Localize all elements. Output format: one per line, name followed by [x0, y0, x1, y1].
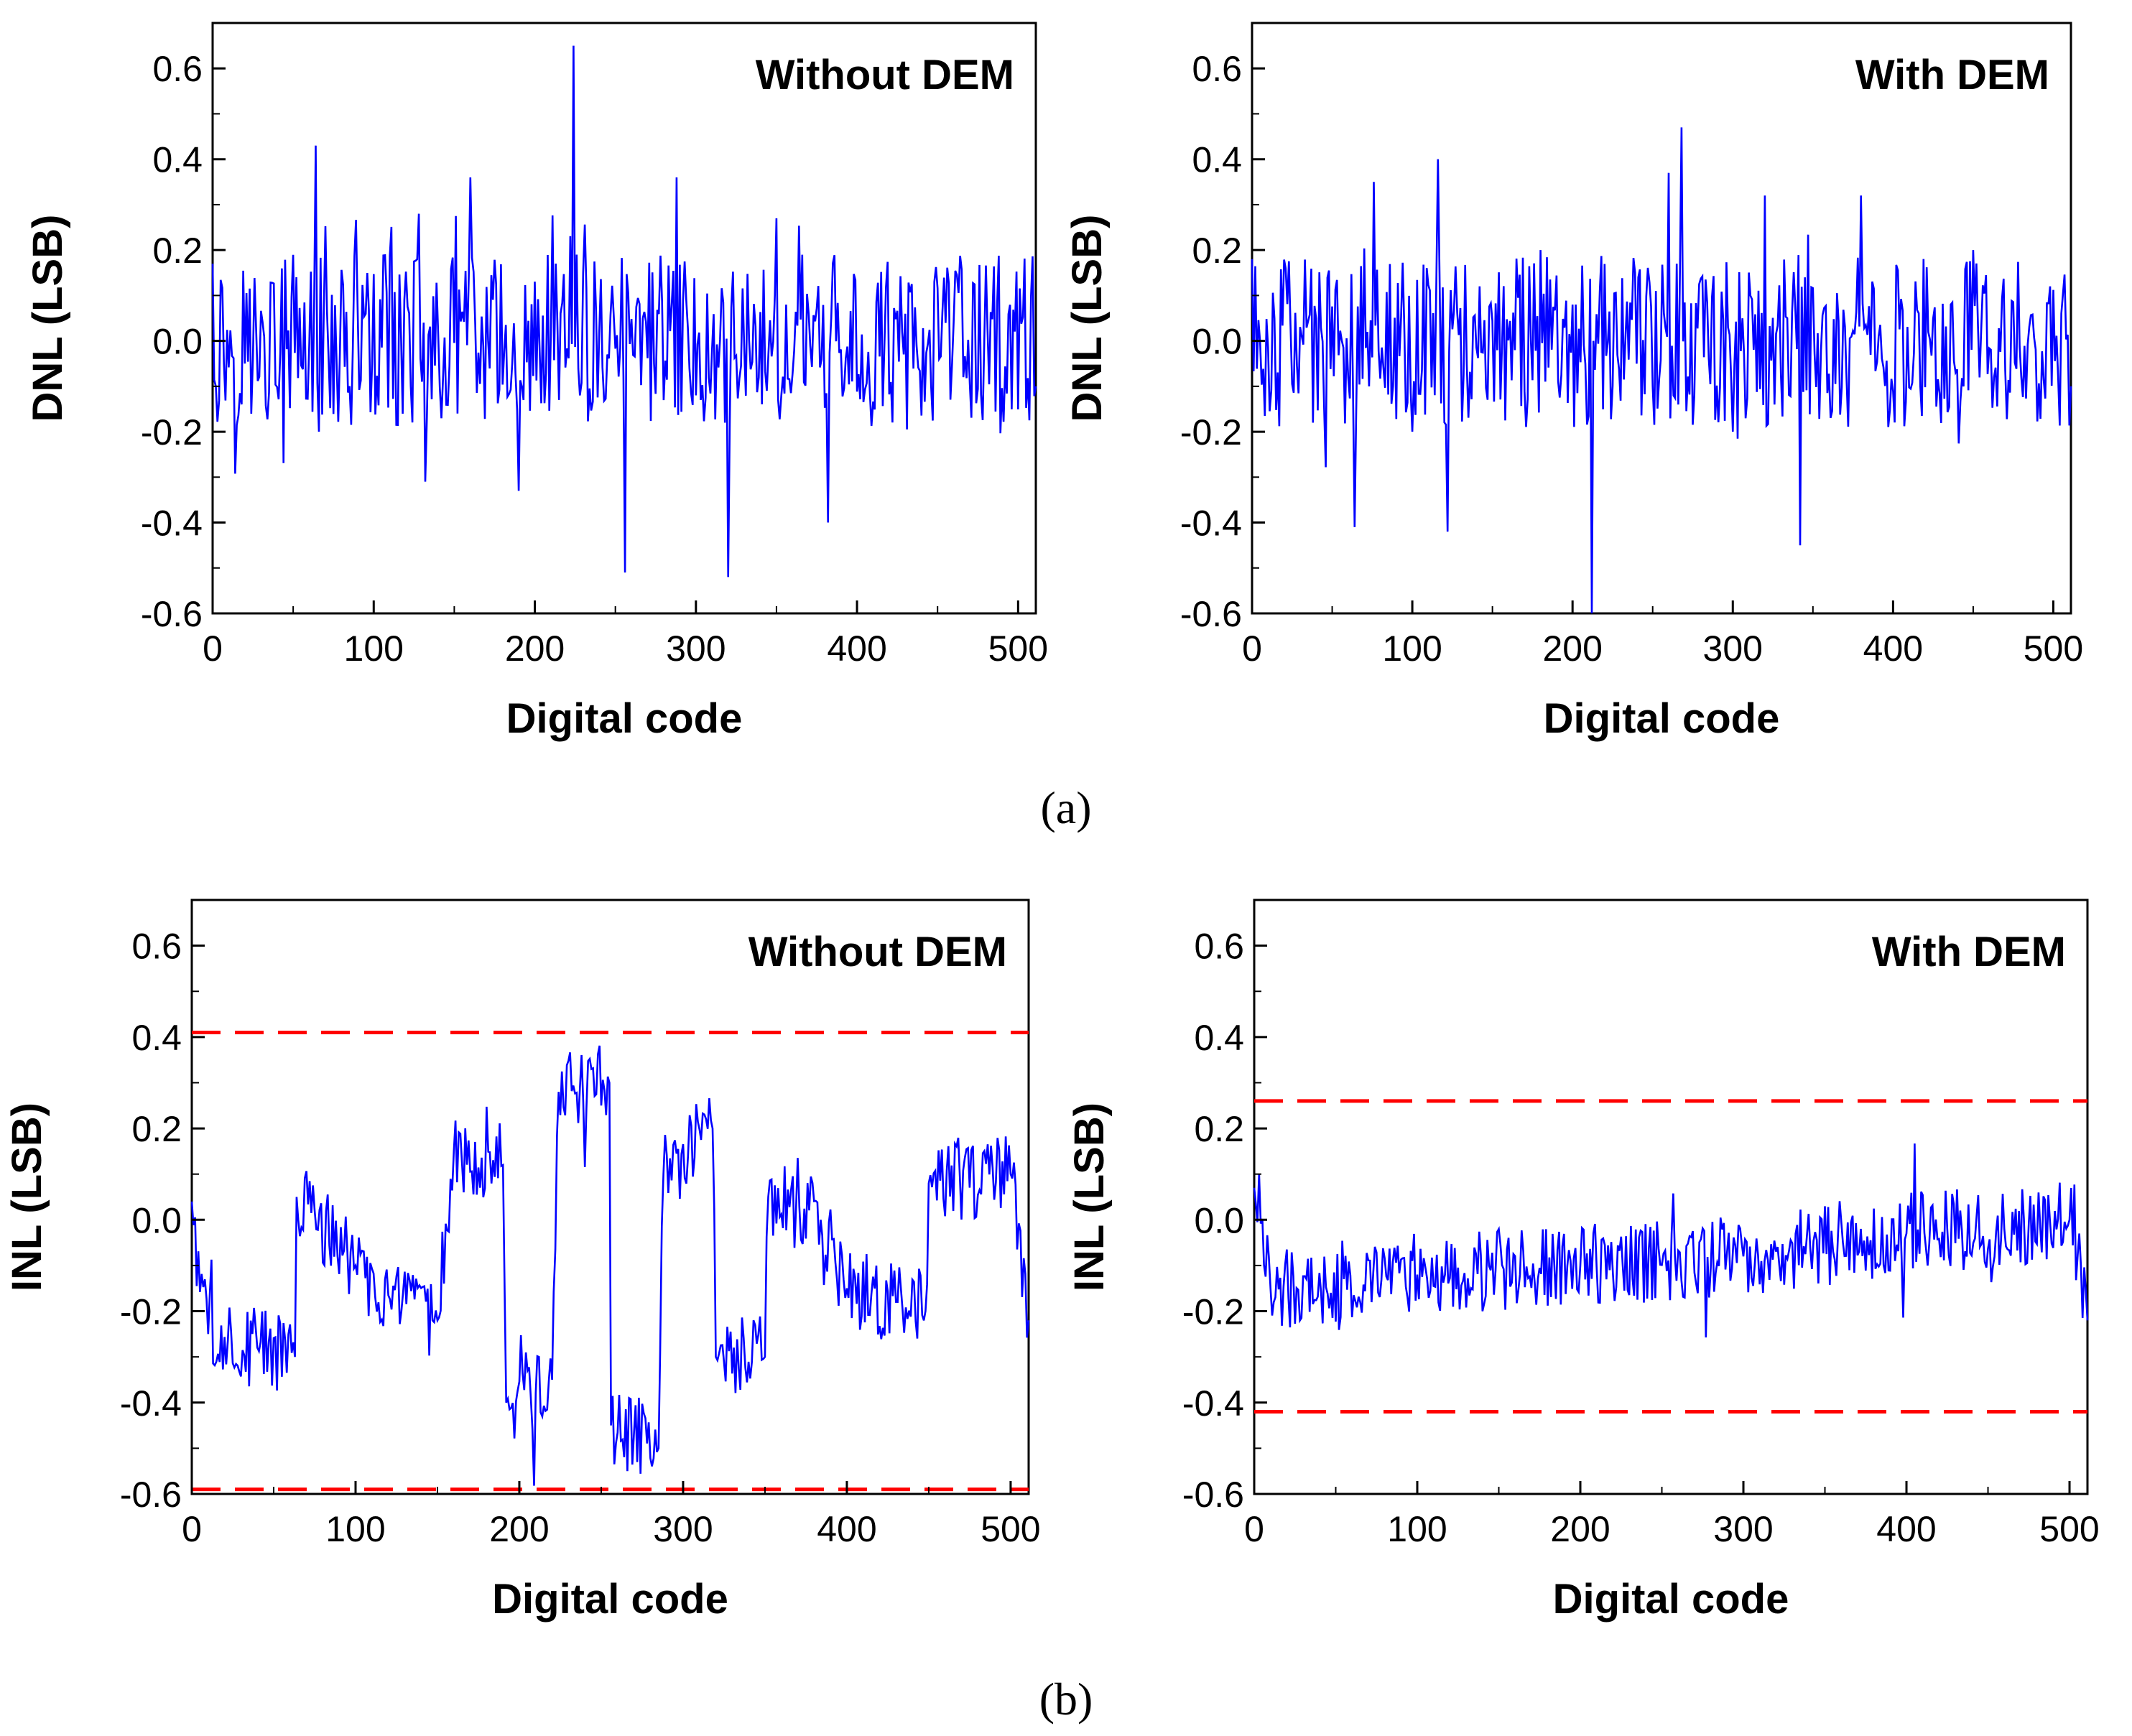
panel-title: Without DEM	[756, 52, 1014, 98]
y-tick-label: -0.2	[1182, 1292, 1244, 1332]
y-tick-label: -0.6	[141, 594, 203, 634]
x-tick-label: 400	[827, 628, 886, 669]
series-line	[211, 45, 1037, 577]
inl-with-dem-panel: 0 100 200 300 400 500 -0.6 -0.4 -0.2 0.0 0.2 0.4 0.…	[1066, 899, 2100, 1623]
y-tick-label: 0.6	[152, 49, 203, 89]
x-tick-label: 300	[1713, 1509, 1773, 1549]
x-tick-label: 300	[1703, 628, 1763, 669]
x-tick-label: 0	[203, 628, 223, 669]
dnl-without-dem-panel: 0 100 200 300 400 500 -0.6 -0.4 -0.2 0.0 0.2 0.4 0.…	[24, 22, 1048, 742]
y-tick-label: 0.0	[131, 1200, 182, 1240]
y-tick-label: 0.4	[131, 1018, 182, 1058]
plot-frame	[190, 899, 1030, 1495]
x-tick-label: 100	[1387, 1509, 1447, 1549]
y-tick-label: -0.6	[120, 1475, 182, 1515]
y-tick-label: 0.0	[1194, 1200, 1244, 1240]
y-tick-label: -0.4	[1182, 1383, 1244, 1424]
x-axis-label: Digital code	[492, 1576, 728, 1623]
x-axis-label: Digital code	[506, 695, 743, 742]
y-tick-label: 0.6	[1192, 49, 1242, 89]
x-tick-label: 400	[817, 1509, 876, 1549]
x-tick-label: 300	[653, 1509, 713, 1549]
y-tick-label: -0.2	[1180, 412, 1242, 452]
y-tick-label: -0.2	[141, 412, 203, 452]
y-tick-label: 0.2	[1194, 1109, 1244, 1149]
x-tick-label: 500	[2039, 1509, 2099, 1549]
y-axis-label: INL (LSB)	[1066, 1103, 1113, 1291]
y-tick-label: 0.0	[152, 322, 203, 362]
y-tick-label: 0.2	[1192, 231, 1242, 271]
panel-title: Without DEM	[748, 929, 1007, 975]
x-tick-label: 300	[666, 628, 726, 669]
x-tick-label: 400	[1863, 628, 1923, 669]
y-tick-label: 0.4	[152, 140, 203, 180]
series-line	[1253, 1143, 2089, 1338]
panel-title: With DEM	[1872, 929, 2066, 975]
y-tick-label: -0.4	[1180, 503, 1242, 544]
y-tick-label: -0.2	[120, 1292, 182, 1332]
x-tick-label: 200	[489, 1509, 549, 1549]
dnl-with-dem-panel: 0 100 200 300 400 500 -0.6 -0.4 -0.2 0.0 0.2 0.4 0.…	[1064, 22, 2083, 742]
y-tick-label: 0.6	[1194, 927, 1244, 967]
x-tick-label: 100	[1382, 628, 1442, 669]
x-tick-label: 500	[2024, 628, 2083, 669]
y-axis-label: DNL (LSB)	[24, 215, 71, 422]
y-tick-label: 0.2	[152, 231, 203, 271]
x-tick-label: 200	[1542, 628, 1602, 669]
x-tick-label: 100	[344, 628, 404, 669]
x-tick-label: 500	[981, 1509, 1040, 1549]
y-tick-label: 0.0	[1192, 322, 1242, 362]
x-tick-label: 500	[988, 628, 1048, 669]
panel-title: With DEM	[1855, 52, 2049, 98]
caption-a: (a)	[1040, 782, 1091, 833]
x-tick-label: 400	[1876, 1509, 1936, 1549]
x-tick-label: 200	[1550, 1509, 1610, 1549]
caption-b: (b)	[1039, 1674, 1093, 1725]
x-tick-label: 100	[325, 1509, 385, 1549]
series-line	[190, 1045, 1030, 1486]
x-tick-label: 200	[505, 628, 565, 669]
x-tick-label: 0	[1244, 1509, 1264, 1549]
plot-frame	[1253, 899, 2089, 1495]
y-tick-label: -0.4	[141, 503, 203, 544]
inl-without-dem-panel: 0 100 200 300 400 500 -0.6 -0.4 -0.2 0.0 0.2 0.4 0.…	[4, 899, 1041, 1623]
y-tick-label: -0.4	[120, 1383, 182, 1424]
y-tick-label: 0.4	[1194, 1018, 1244, 1058]
y-tick-label: 0.2	[131, 1109, 182, 1149]
x-tick-label: 0	[1242, 628, 1262, 669]
y-tick-label: -0.6	[1180, 594, 1242, 634]
x-axis-label: Digital code	[1544, 695, 1780, 742]
y-tick-label: 0.6	[131, 927, 182, 967]
x-tick-label: 0	[182, 1509, 202, 1549]
y-tick-label: 0.4	[1192, 140, 1242, 180]
y-tick-label: -0.6	[1182, 1475, 1244, 1515]
y-axis-label: INL (LSB)	[4, 1103, 50, 1291]
series-line	[1251, 127, 2072, 614]
x-axis-label: Digital code	[1553, 1576, 1789, 1623]
y-axis-label: DNL (LSB)	[1064, 215, 1111, 422]
